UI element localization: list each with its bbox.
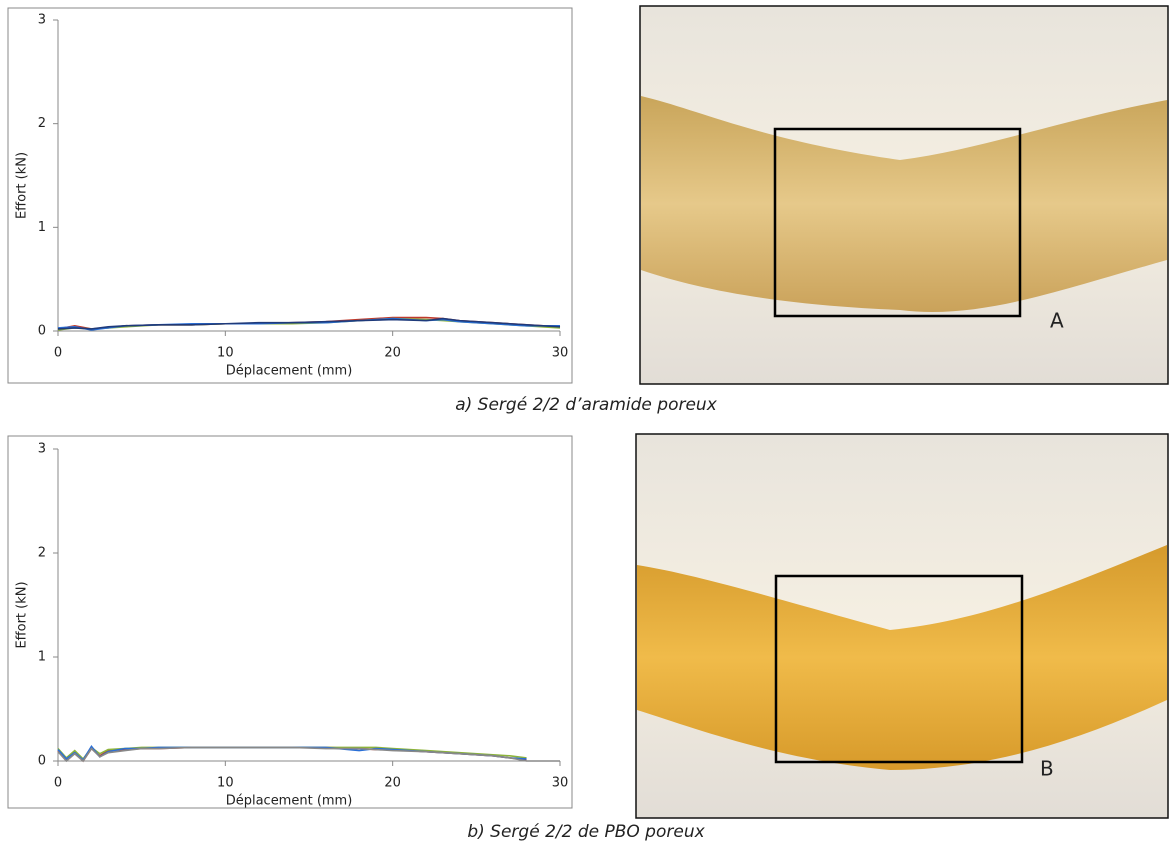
y-tick-label: 1 bbox=[38, 220, 46, 235]
y-axis-title: Effort (kN) bbox=[15, 152, 30, 219]
x-axis-title: Déplacement (mm) bbox=[226, 364, 353, 379]
y-tick-label: 1 bbox=[38, 650, 46, 665]
y-axis-title: Effort (kN) bbox=[15, 581, 30, 648]
y-tick-label: 2 bbox=[38, 546, 46, 561]
x-tick-label: 0 bbox=[54, 346, 62, 361]
y-tick-label: 3 bbox=[38, 13, 46, 28]
caption: a) Sergé 2/2 d’aramide poreux bbox=[455, 395, 717, 415]
photo-a: A bbox=[639, 5, 1169, 385]
y-tick-label: 0 bbox=[38, 324, 46, 339]
y-tick-label: 3 bbox=[38, 442, 46, 457]
photo-label: A bbox=[1050, 309, 1064, 333]
photo-b: B bbox=[635, 433, 1169, 819]
y-tick-label: 2 bbox=[38, 116, 46, 131]
x-tick-label: 30 bbox=[552, 346, 569, 361]
y-tick-label: 0 bbox=[38, 754, 46, 769]
x-axis-title: Déplacement (mm) bbox=[226, 794, 353, 809]
x-tick-label: 10 bbox=[217, 346, 234, 361]
data-line bbox=[57, 317, 561, 330]
data-line bbox=[57, 746, 560, 763]
x-tick-label: 10 bbox=[217, 776, 234, 791]
x-tick-label: 20 bbox=[384, 346, 401, 361]
x-tick-label: 0 bbox=[54, 776, 62, 791]
photo-label: B bbox=[1040, 757, 1054, 781]
chart-frame bbox=[7, 435, 573, 809]
x-tick-label: 30 bbox=[552, 776, 569, 791]
x-tick-label: 20 bbox=[384, 776, 401, 791]
caption: b) Sergé 2/2 de PBO poreux bbox=[467, 822, 705, 842]
chart-frame bbox=[7, 7, 573, 384]
